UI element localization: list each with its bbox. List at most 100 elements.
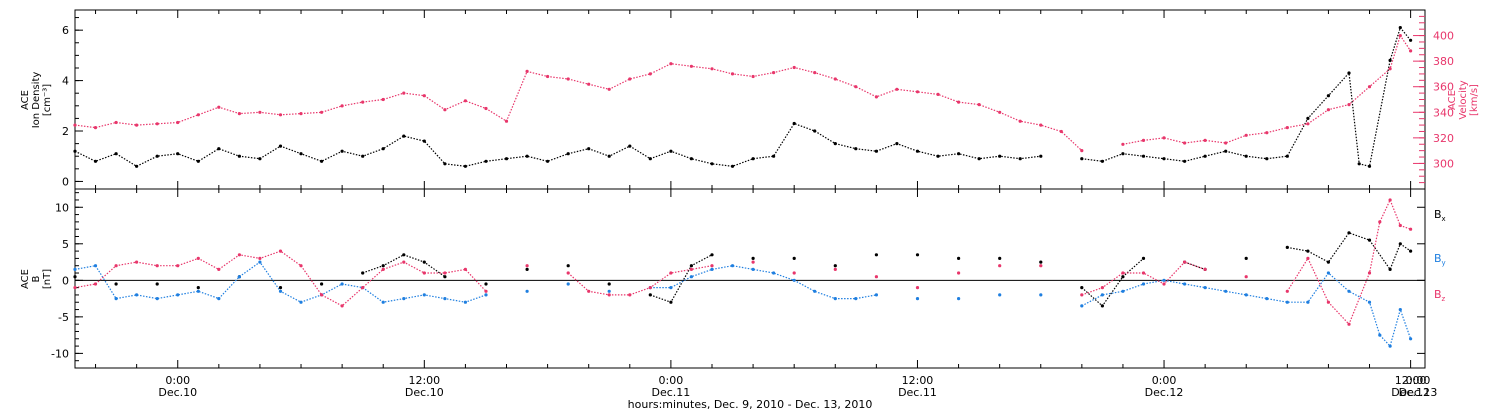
y-axis-label-velocity-line: [km/s] [1469, 84, 1480, 116]
series-bz-point [710, 264, 714, 268]
series-by-point [1306, 300, 1310, 304]
legend-item-bz: Bz [1434, 288, 1446, 303]
y-tick-label: 0 [62, 274, 69, 287]
y-axis-label-density-line: Ion Density [31, 72, 42, 129]
series-bx-point [710, 253, 714, 257]
series-by-point [1183, 282, 1187, 286]
velocity-series-line [74, 63, 1083, 152]
series-bz-point [957, 271, 961, 275]
series-bz-point [422, 271, 426, 275]
x-axis-label: hours:minutes, Dec. 9, 2010 - Dec. 13, 2… [628, 398, 873, 410]
series-bx-line [1287, 232, 1411, 271]
density-series-point [1409, 38, 1413, 42]
series-by-point [957, 297, 961, 301]
series-bz-line [74, 250, 487, 307]
velocity-series-point [1039, 123, 1043, 127]
y-axis-label-field-line: [nT] [42, 269, 53, 289]
series-bx-line [1081, 257, 1144, 307]
series-bx-point [196, 286, 200, 290]
y-axis-label-velocity-line: ACE [1447, 90, 1458, 110]
velocity-series-point [1203, 138, 1207, 142]
series-by-point [915, 297, 920, 301]
legend-subscript: y [1442, 259, 1446, 267]
legend-item-bx: Bx [1434, 208, 1446, 223]
series-by-point [1409, 337, 1413, 341]
series-by-line [74, 261, 487, 303]
y-axis-label-field-line: B [31, 275, 42, 282]
legend-subscript: z [1442, 295, 1446, 303]
density-series-point [957, 152, 961, 156]
series-bx-point [566, 264, 570, 268]
y2-tick-label: 340 [1433, 106, 1454, 119]
y-tick-label: -10 [51, 347, 69, 360]
density-series-point [504, 157, 509, 161]
x-tick-time: 0:00 [1406, 374, 1431, 387]
series-bx-point [751, 256, 755, 260]
series-by-point [176, 293, 180, 297]
legend-label: Bx [1434, 208, 1446, 223]
series-bx-point [114, 282, 118, 286]
density-series-point [751, 157, 755, 161]
series-bx [73, 231, 1413, 308]
velocity-series-point [114, 120, 118, 125]
y-tick-label: 0 [62, 175, 69, 188]
y2-tick-label: 360 [1433, 81, 1454, 94]
velocity-series-point [135, 123, 139, 127]
y-axis-label-velocity: ACE Velocity [km/s] [1447, 80, 1480, 119]
density-series-point [443, 162, 447, 166]
series-bz-point [915, 286, 920, 290]
series-bx-point [957, 256, 961, 260]
y-axis-label-density: ACE Ion Density [cm⁻³] [20, 72, 53, 129]
series-bx-point [833, 264, 837, 268]
density-series-point [484, 159, 488, 163]
series-bz-point [751, 260, 755, 264]
series-bx-point [525, 267, 529, 271]
x-tick-date: Dec.12 [1145, 386, 1184, 399]
series-bz-line [1081, 261, 1206, 296]
velocity-series-point [1141, 138, 1146, 142]
velocity-series [73, 34, 1413, 153]
series-by-point [566, 282, 570, 286]
series-by-point [1224, 289, 1228, 293]
x-tick-time: 12:00 [408, 374, 440, 387]
velocity-series-point [299, 112, 303, 116]
bottom-panel-frame [74, 188, 1426, 369]
velocity-series-point [1183, 141, 1187, 145]
velocity-series-point [957, 100, 961, 104]
y2-tick-label: 320 [1433, 132, 1454, 145]
velocity-series-point [176, 120, 180, 125]
y-axis-label-velocity-line: Velocity [1458, 80, 1469, 119]
series-by-point [998, 293, 1002, 297]
series-bx-point [1244, 256, 1248, 260]
legend-label: Bz [1434, 288, 1446, 303]
series-by-point [1244, 293, 1248, 297]
x-tick-time: 0:00 [659, 374, 684, 387]
legend-subscript: x [1442, 215, 1446, 223]
series-by-point [1265, 297, 1269, 301]
y-axis-label-density-line: ACE [20, 90, 31, 110]
series-bx-line [362, 254, 446, 278]
top-panel-frame [74, 9, 1426, 190]
series-by-point [1285, 300, 1289, 304]
density-series-line [74, 122, 1041, 167]
y2-tick-label: 400 [1433, 30, 1454, 43]
x-tick-date: Dec.11 [651, 386, 690, 399]
legend-item-by: By [1434, 252, 1446, 267]
series-by-point [155, 297, 159, 301]
series-bz [73, 198, 1413, 326]
series-by-point [730, 264, 735, 268]
density-series-point [1388, 58, 1392, 63]
density-series-point [730, 164, 735, 168]
series-bz-point [1244, 275, 1248, 279]
velocity-series-point [155, 122, 159, 126]
x-tick-time: 0:00 [165, 374, 190, 387]
y2-tick-label: 380 [1433, 55, 1454, 68]
x-tick-time: 0:00 [1152, 374, 1177, 387]
velocity-series-point [915, 90, 920, 94]
x-tick-date: Dec.10 [158, 386, 197, 399]
